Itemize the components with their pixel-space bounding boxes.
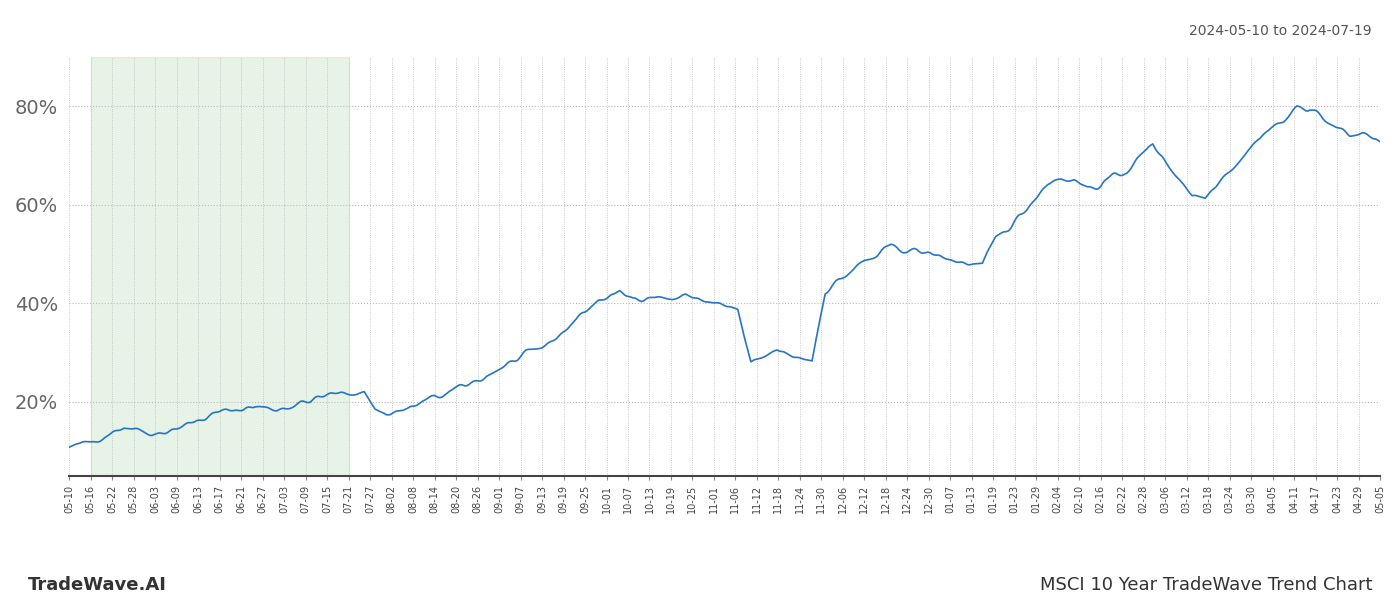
Text: TradeWave.AI: TradeWave.AI	[28, 576, 167, 594]
Text: 2024-05-10 to 2024-07-19: 2024-05-10 to 2024-07-19	[1190, 24, 1372, 38]
Bar	[91, 57, 349, 476]
Text: MSCI 10 Year TradeWave Trend Chart: MSCI 10 Year TradeWave Trend Chart	[1039, 576, 1372, 594]
